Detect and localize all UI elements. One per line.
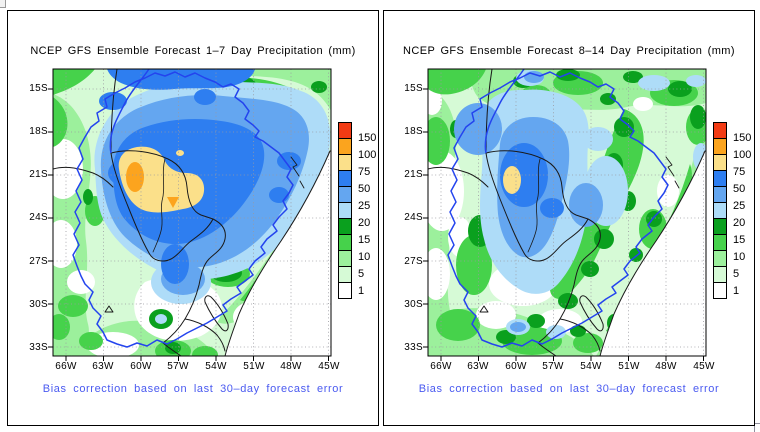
map-frame: [427, 68, 707, 357]
window-corner-artifact: [0, 0, 6, 8]
resize-corner-artifact: [754, 423, 760, 432]
lon-tick-label: 63W: [467, 361, 489, 372]
panel-week2: NCEP GFS Ensemble Forecast 8–14 Day Prec…: [383, 10, 755, 426]
color-scale-cell: [338, 218, 352, 235]
lon-tick-label: 48W: [280, 361, 302, 372]
color-scale-label: 50: [733, 183, 746, 195]
color-scale-label: 20: [733, 217, 746, 229]
color-scale-label: 150: [358, 132, 377, 144]
color-scale-cell: [338, 138, 352, 155]
panel-title: NCEP GFS Ensemble Forecast 8–14 Day Prec…: [403, 45, 735, 57]
color-scale-label: 10: [358, 251, 371, 263]
color-scale: [338, 122, 352, 299]
lon-tick-label: 60W: [505, 361, 527, 372]
lat-tick-label: 33S: [404, 342, 423, 353]
lat-tick-label: 18S: [29, 126, 48, 137]
color-scale-label: 25: [733, 200, 746, 212]
color-scale-cell: [338, 234, 352, 251]
color-scale-cell: [338, 282, 352, 299]
lat-tick-label: 15S: [404, 83, 423, 94]
color-scale-cell: [713, 218, 727, 235]
color-scale-label: 1: [358, 285, 365, 297]
precip-map-8-14-day: [422, 68, 707, 362]
color-scale-cell: [713, 234, 727, 251]
lon-tick-label: 57W: [542, 361, 564, 372]
lat-tick-label: 21S: [404, 169, 423, 180]
lat-tick-label: 18S: [404, 126, 423, 137]
color-scale: [713, 122, 727, 299]
panel-title: NCEP GFS Ensemble Forecast 1–7 Day Preci…: [30, 45, 356, 57]
color-scale-cell: [713, 186, 727, 203]
color-scale-cell: [338, 170, 352, 187]
color-scale-label: 20: [358, 217, 371, 229]
panel-week1: NCEP GFS Ensemble Forecast 1–7 Day Preci…: [7, 10, 379, 426]
color-scale-cell: [338, 122, 352, 139]
color-scale-label: 25: [358, 200, 371, 212]
lon-tick-label: 48W: [655, 361, 677, 372]
lat-tick-label: 21S: [29, 169, 48, 180]
color-scale-cell: [338, 266, 352, 283]
lon-tick-label: 66W: [430, 361, 452, 372]
color-scale-cell: [713, 138, 727, 155]
precip-fill-contours: [53, 69, 331, 356]
color-scale-cell: [713, 202, 727, 219]
lon-tick-label: 51W: [243, 361, 265, 372]
color-scale-cell: [713, 266, 727, 283]
bias-correction-note: Bias correction based on last 30–day for…: [42, 383, 344, 395]
color-scale-cell: [338, 202, 352, 219]
lon-tick-label: 63W: [92, 361, 114, 372]
color-scale-label: 100: [358, 149, 377, 161]
lat-tick-label: 27S: [29, 256, 48, 267]
lat-tick-label: 27S: [404, 256, 423, 267]
color-scale-cell: [713, 250, 727, 267]
color-scale-label: 1: [733, 285, 740, 297]
color-scale-label: 75: [733, 166, 746, 178]
lon-tick-label: 54W: [205, 361, 227, 372]
lon-tick-label: 66W: [55, 361, 77, 372]
color-scale-cell: [713, 282, 727, 299]
lat-tick-label: 30S: [404, 299, 423, 310]
color-scale-label: 15: [358, 234, 371, 246]
color-scale-label: 5: [733, 268, 740, 280]
precip-map-1-7-day: [47, 68, 332, 362]
bias-correction-note: Bias correction based on last 30–day for…: [418, 383, 720, 395]
lon-tick-label: 54W: [580, 361, 602, 372]
lon-tick-label: 51W: [618, 361, 640, 372]
lat-tick-label: 33S: [29, 342, 48, 353]
color-scale-label: 10: [733, 251, 746, 263]
color-scale-cell: [713, 170, 727, 187]
lat-tick-label: 24S: [404, 212, 423, 223]
color-scale-cell: [338, 186, 352, 203]
lon-tick-label: 60W: [130, 361, 152, 372]
lat-tick-label: 24S: [29, 212, 48, 223]
lat-tick-label: 15S: [29, 83, 48, 94]
color-scale-cell: [338, 154, 352, 171]
color-scale-label: 150: [733, 132, 752, 144]
color-scale-label: 100: [733, 149, 752, 161]
color-scale-cell: [338, 250, 352, 267]
lon-tick-label: 45W: [318, 361, 340, 372]
color-scale-label: 5: [358, 268, 365, 280]
color-scale-label: 50: [358, 183, 371, 195]
precip-fill-contours: [428, 69, 706, 356]
color-scale-cell: [713, 122, 727, 139]
color-scale-label: 15: [733, 234, 746, 246]
color-scale-cell: [713, 154, 727, 171]
lon-tick-label: 57W: [167, 361, 189, 372]
lat-tick-label: 30S: [29, 299, 48, 310]
map-frame: [52, 68, 332, 357]
color-scale-label: 75: [358, 166, 371, 178]
lon-tick-label: 45W: [693, 361, 715, 372]
